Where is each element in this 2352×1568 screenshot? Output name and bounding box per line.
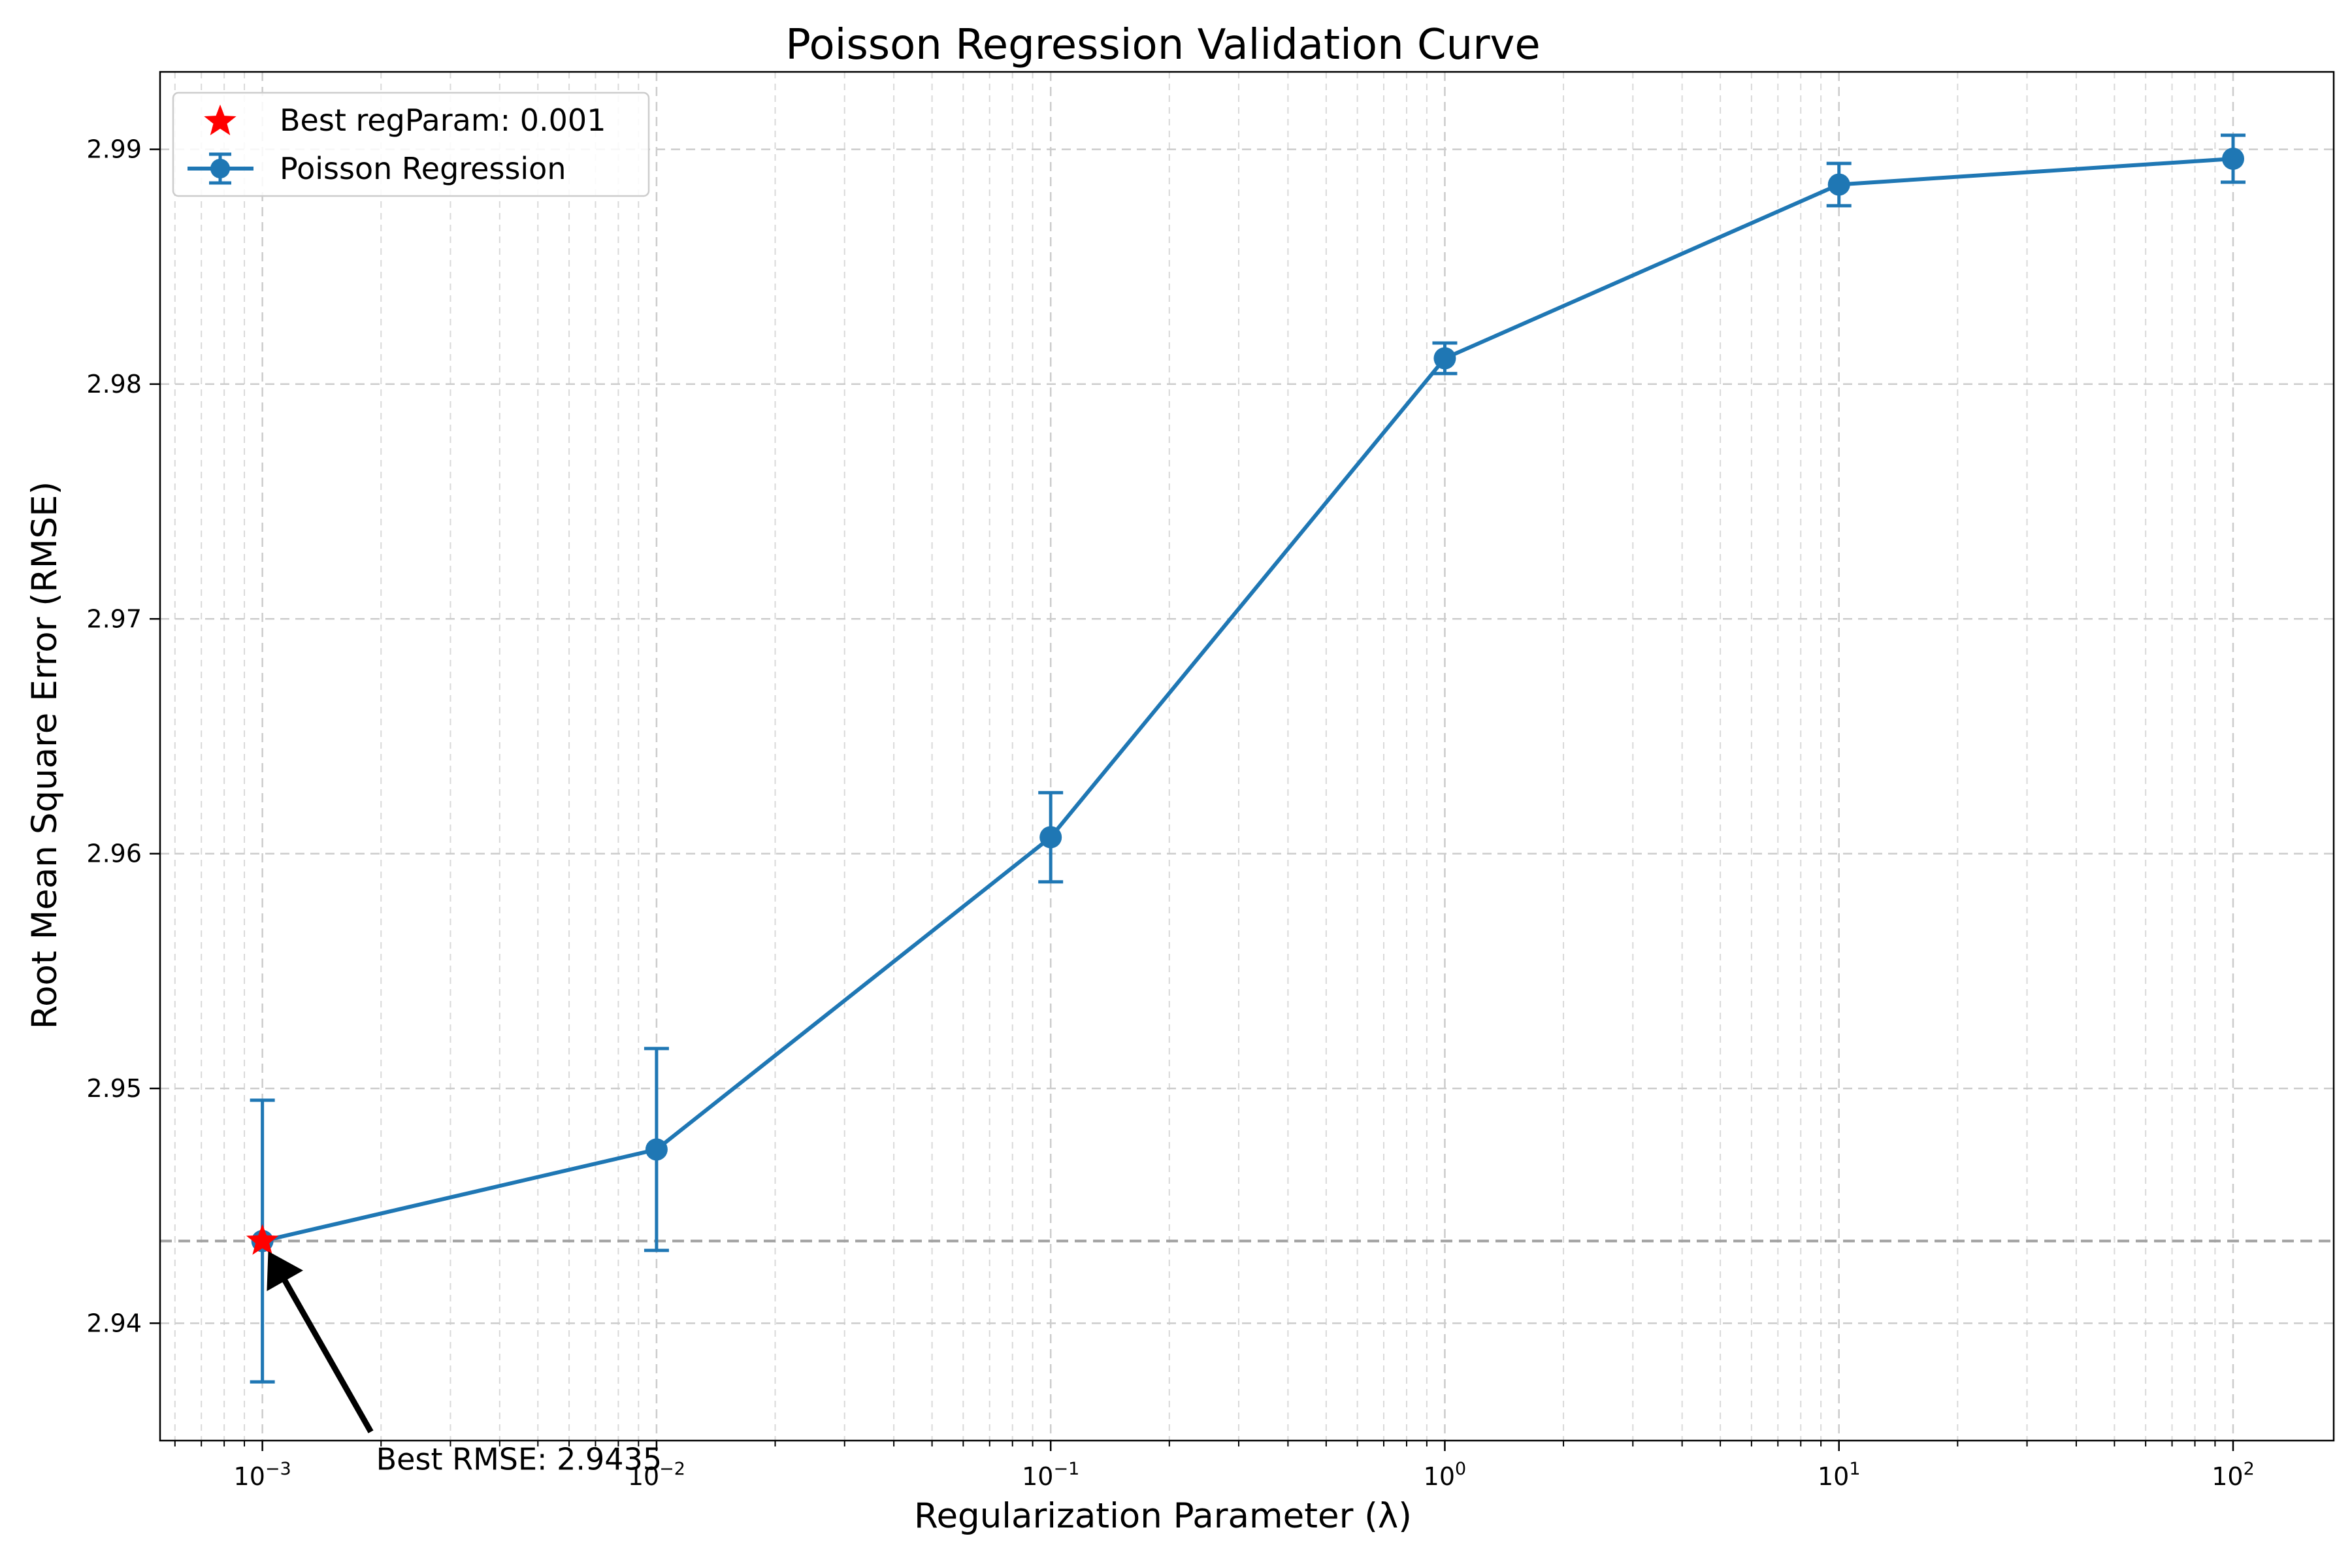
x-tick-label: 101 — [1818, 1459, 1861, 1491]
x-tick-label: 102 — [2212, 1459, 2255, 1491]
y-tick-label: 2.95 — [86, 1074, 142, 1103]
y-axis-label: Root Mean Square Error (RMSE) — [25, 482, 65, 1030]
legend-best-label: Best regParam: 0.001 — [280, 103, 606, 138]
x-tick-label: 10−1 — [1022, 1459, 1079, 1491]
best-point-star — [246, 1224, 279, 1255]
axis-ticks: 10−3 10−2 10−1 100 101 102 2.94 2.95 2.96 2.97 2.9… — [86, 135, 2254, 1491]
data-point — [2222, 147, 2245, 170]
x-tick-label: 10−3 — [234, 1459, 291, 1491]
y-tick-label: 2.96 — [86, 840, 142, 868]
y-tick-label: 2.97 — [86, 604, 142, 633]
chart-title: Poisson Regression Validation Curve — [785, 21, 1541, 69]
x-tick-label: 10−2 — [628, 1459, 685, 1491]
data-point — [1827, 173, 1850, 196]
x-tick-label: 100 — [1424, 1459, 1467, 1491]
plot-frame — [159, 71, 2335, 1442]
best-point-layer — [246, 1224, 279, 1255]
legend: Best regParam: 0.001 Poisson Regression — [172, 91, 650, 197]
annotation-arrow-head — [267, 1251, 303, 1292]
annotation: Best RMSE: 2.9435 — [267, 1251, 662, 1477]
legend-frame — [172, 91, 650, 197]
data-point — [645, 1138, 668, 1161]
series-line — [261, 157, 2234, 1243]
y-tick-label: 2.98 — [86, 370, 142, 399]
y-tick-label: 2.99 — [86, 135, 142, 164]
legend-star-icon — [204, 105, 237, 135]
legend-series-label: Poisson Regression — [280, 151, 566, 186]
data-point — [1433, 347, 1456, 370]
legend-line-errorbar-icon — [188, 152, 253, 185]
x-axis-label: Regularization Parameter (λ) — [914, 1496, 1412, 1536]
annotation-text: Best RMSE: 2.9435 — [376, 1442, 662, 1477]
y-tick-label: 2.94 — [86, 1309, 142, 1337]
data-point — [1039, 826, 1062, 849]
annotation-arrow-shaft — [279, 1273, 374, 1433]
grid — [160, 72, 2334, 1441]
